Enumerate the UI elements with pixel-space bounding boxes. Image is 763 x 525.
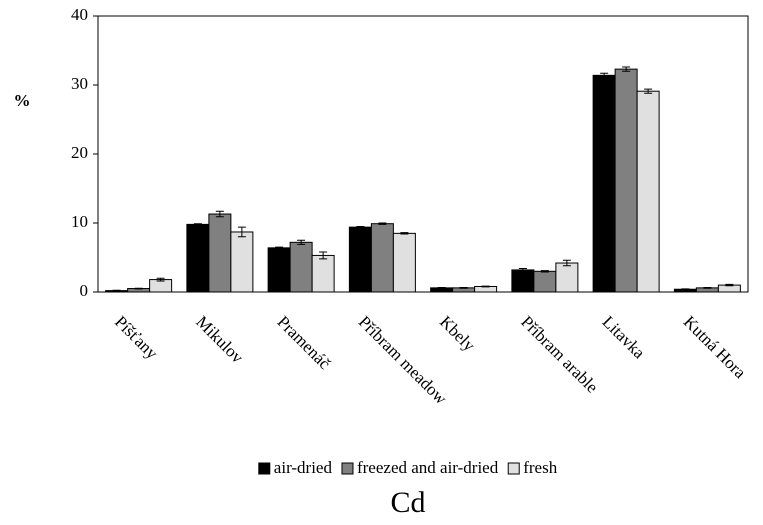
error-bar [518,268,527,272]
bar [289,241,313,293]
bar [370,223,394,293]
bar [636,90,660,293]
bar [392,232,416,293]
error-bar [193,223,202,226]
error-bar [297,239,306,245]
y-tick-label: 10 [71,212,88,231]
legend-label: fresh [523,458,557,477]
bar [533,270,557,293]
bar [592,74,616,293]
bar [186,223,210,293]
error-bar [215,210,224,218]
bar [267,247,291,293]
x-tick-label: Mikulov [192,312,247,367]
error-bar [437,287,446,289]
error-bar [562,259,571,267]
error-bar [481,285,490,288]
bar [348,226,372,293]
x-tick-label: Příbram arable [517,312,602,397]
legend-label: freezed and air-dried [357,458,499,477]
y-axis-label: % [14,91,31,110]
y-tick-label: 30 [71,74,88,93]
x-tick-label: Pramenáč [274,312,335,373]
x-tick-label: Píšťany [111,312,162,363]
error-bar [540,270,549,273]
error-bar [134,287,143,290]
bar [511,269,535,293]
error-bar [275,246,284,250]
x-tick-label: Kutná Hora [680,312,750,382]
legend-swatch [507,462,520,475]
y-tick-label: 0 [80,281,89,300]
error-bar [703,287,712,289]
error-bar [356,225,365,229]
x-tick-label: Kbely [436,312,479,355]
y-tick-label: 20 [71,143,88,162]
error-bar [156,277,165,282]
error-bar [725,283,734,287]
y-tick-label: 40 [71,5,88,24]
chart-title: Cd [390,486,425,519]
error-bar [644,88,653,94]
legend-swatch [258,462,271,475]
error-bar [378,222,387,225]
error-bar [459,287,468,289]
legend-swatch [341,462,354,475]
error-bar [112,289,121,292]
error-bar [622,66,631,72]
error-bar [237,226,246,238]
legend-label: air-dried [274,458,333,477]
error-bar [600,72,609,78]
bar [555,262,579,293]
error-bar [681,288,690,291]
bar [311,254,335,293]
bar [230,231,254,293]
x-tick-label: Příbram meadow [355,312,451,408]
bar [614,68,638,293]
error-bar [400,232,409,235]
bar [208,213,232,293]
error-bar [319,251,328,260]
x-tick-label: Litavka [599,312,649,362]
